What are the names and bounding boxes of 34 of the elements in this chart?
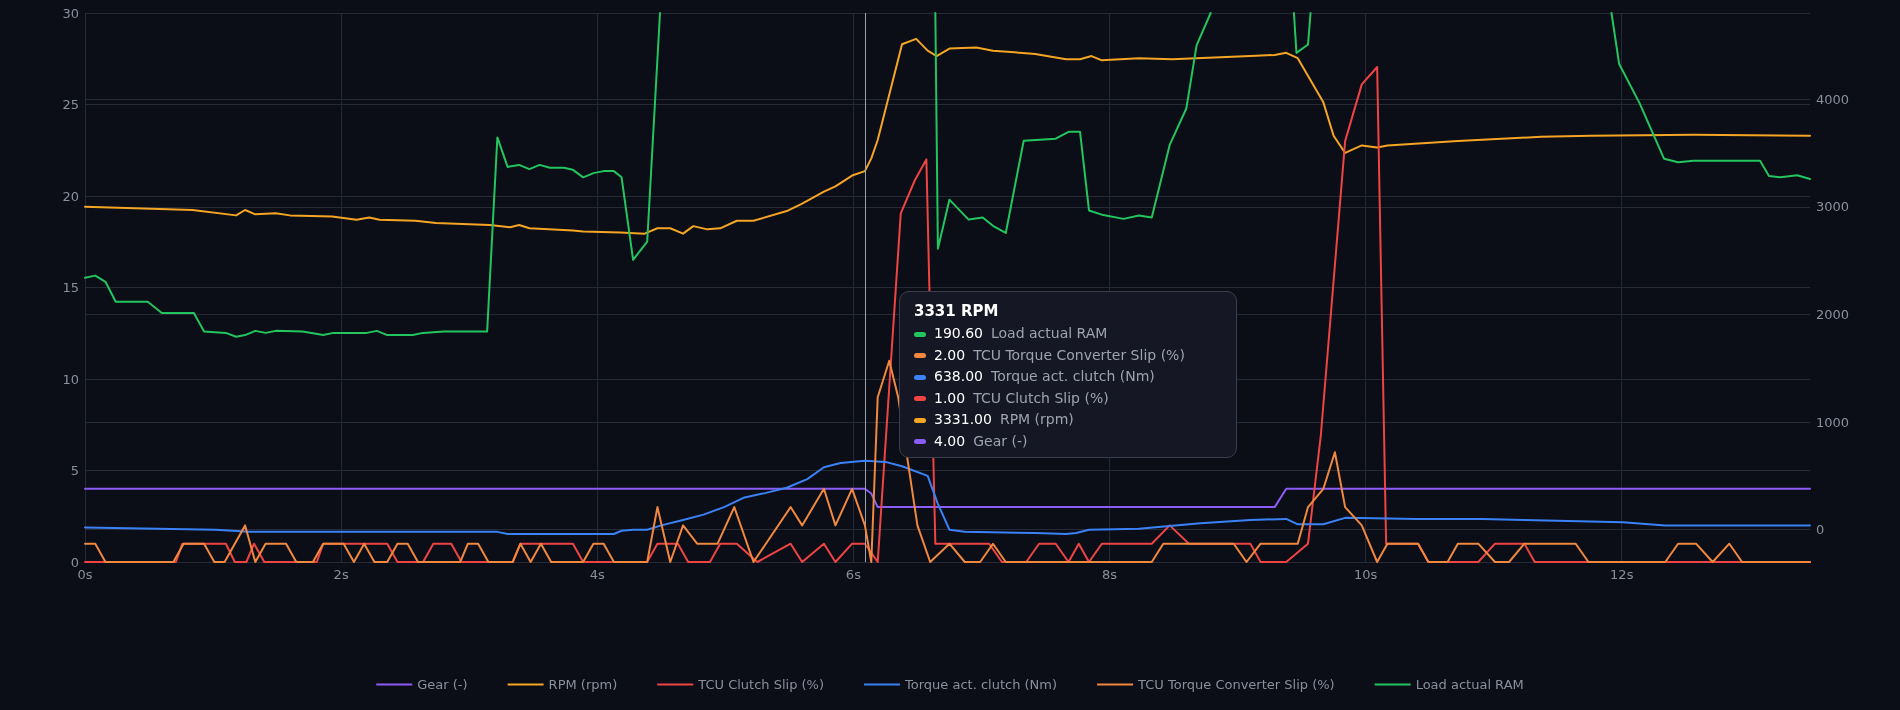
x-tick-label: 4s: [589, 567, 605, 582]
x-tick-label: 2s: [333, 567, 349, 582]
annotation: 638.00 Torque act. clutch (Nm): [934, 368, 1155, 384]
legend-label: TCU Clutch Slip (%): [697, 677, 825, 692]
y2-tick-label: 3000: [1816, 199, 1850, 215]
annotation: 190.60 Load actual RAM: [934, 325, 1108, 341]
annotation: 3331 RPM: [914, 302, 999, 320]
line-series: [84, 37, 1811, 235]
x-tick-label: 6s: [845, 567, 862, 582]
line-series: [84, 459, 1811, 536]
y2-tick-label: 1000: [1816, 414, 1850, 430]
legend-label: TCU Torque Converter Slip (%): [1137, 677, 1335, 692]
legend-label: RPM (rpm): [548, 677, 618, 692]
y-tick-label: 30: [62, 5, 79, 21]
y2-tick-label: 0: [1816, 522, 1825, 538]
x-tick-label: 10s: [1353, 567, 1378, 582]
x-tick-label: 8s: [1101, 567, 1118, 582]
annotation: 2.00 TCU Torque Converter Slip (%): [934, 346, 1185, 363]
legend-label: Load actual RAM: [1415, 677, 1524, 692]
x-tick-label: 12s: [1610, 567, 1634, 582]
legend-label: Torque act. clutch (Nm): [904, 677, 1058, 692]
y-tick-label: 25: [62, 97, 79, 112]
y-tick-label: 0: [70, 554, 79, 570]
annotation: 4.00 Gear (-): [934, 432, 1028, 449]
x-tick-label: 0s: [77, 567, 93, 582]
y-tick-label: 15: [62, 280, 79, 295]
y2-tick-label: 2000: [1816, 306, 1850, 322]
y2-tick-label: 4000: [1816, 91, 1850, 107]
annotation: 3331.00 RPM (rpm): [934, 411, 1074, 427]
y-tick-label: 10: [62, 371, 79, 387]
y-tick-label: 5: [70, 463, 79, 478]
y-tick-label: 20: [62, 188, 79, 204]
legend-label: Gear (-): [417, 677, 468, 692]
annotation: 1.00 TCU Clutch Slip (%): [934, 389, 1109, 406]
